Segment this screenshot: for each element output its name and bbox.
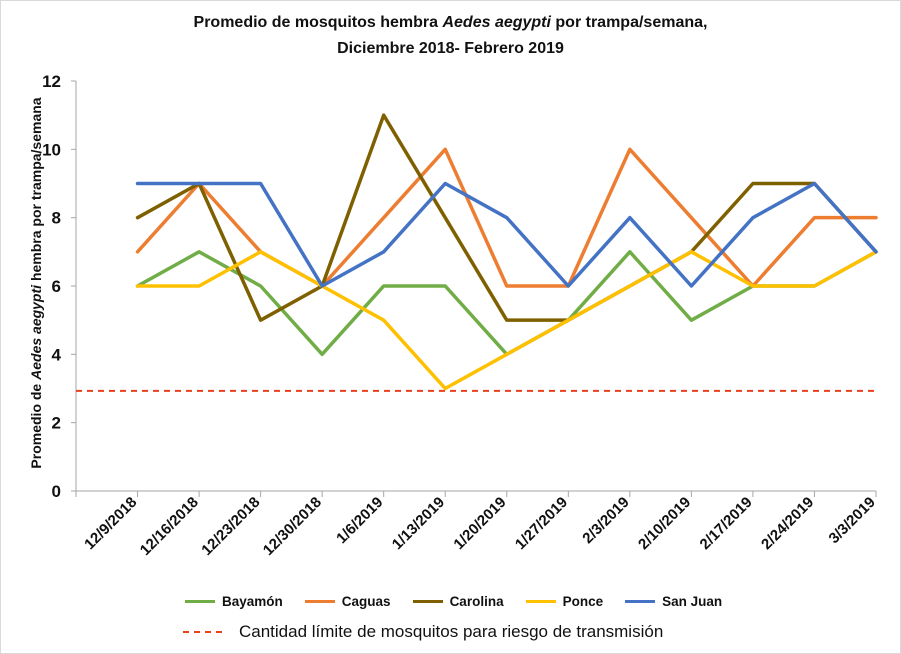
threshold-legend-swatch xyxy=(183,631,227,633)
legend-item-bayamon: Bayamón xyxy=(185,594,283,609)
x-tick-label: 12/16/2018 xyxy=(137,494,202,559)
legend-swatch xyxy=(185,600,215,603)
series-line-carolina xyxy=(135,113,878,322)
series-line-ponce xyxy=(135,250,878,391)
legend-item-caguas: Caguas xyxy=(304,594,391,609)
legend-swatch xyxy=(525,600,556,603)
legend-swatch xyxy=(304,600,335,603)
y-tick-label: 12 xyxy=(42,72,61,91)
legend-label: Caguas xyxy=(341,594,391,609)
y-tick-label: 6 xyxy=(52,277,61,296)
x-tick-label: 2/3/2019 xyxy=(579,494,632,547)
x-tick-label: 12/9/2018 xyxy=(81,494,140,553)
chart-subtitle: Diciembre 2018- Febrero 2019 xyxy=(337,40,564,57)
y-tick-label: 10 xyxy=(42,140,61,159)
legend-item-san-juan: San Juan xyxy=(625,594,722,609)
legend-swatch xyxy=(412,600,443,603)
x-tick-label: 1/20/2019 xyxy=(450,494,509,553)
chart-legend: Bayamón Caguas Carolina Ponce San Juan xyxy=(185,594,744,609)
legend-item-ponce: Ponce xyxy=(525,594,604,609)
x-tick-label: 1/27/2019 xyxy=(512,494,571,553)
x-tick-label: 2/17/2019 xyxy=(697,494,756,553)
x-tick-label: 1/6/2019 xyxy=(333,494,386,547)
y-tick-label: 2 xyxy=(52,414,61,433)
series-line-bayamon xyxy=(135,250,878,357)
x-tick-label: 1/13/2019 xyxy=(389,494,448,553)
y-tick-label: 8 xyxy=(52,209,61,228)
legend-swatch xyxy=(625,600,656,603)
series-line-san-juan xyxy=(135,181,878,288)
x-tick-label: 12/30/2018 xyxy=(260,494,325,559)
legend-label: Ponce xyxy=(562,594,604,609)
legend-label: Carolina xyxy=(449,594,504,609)
x-tick-label: 2/10/2019 xyxy=(635,494,694,553)
x-tick-label: 2/24/2019 xyxy=(758,494,817,553)
legend-label: Bayamón xyxy=(222,594,283,609)
chart-title: Promedio de mosquitos hembra Aedes aegyp… xyxy=(193,14,708,31)
y-tick-label: 0 xyxy=(52,482,61,501)
legend-label: San Juan xyxy=(662,594,723,609)
threshold-legend: Cantidad límite de mosquitos para riesgo… xyxy=(183,622,663,642)
y-tick-label: 4 xyxy=(52,345,62,364)
legend-item-carolina: Carolina xyxy=(412,594,504,609)
x-tick-label: 12/23/2018 xyxy=(198,494,263,559)
threshold-legend-label: Cantidad límite de mosquitos para riesgo… xyxy=(239,622,664,641)
x-tick-label: 3/3/2019 xyxy=(826,494,879,547)
